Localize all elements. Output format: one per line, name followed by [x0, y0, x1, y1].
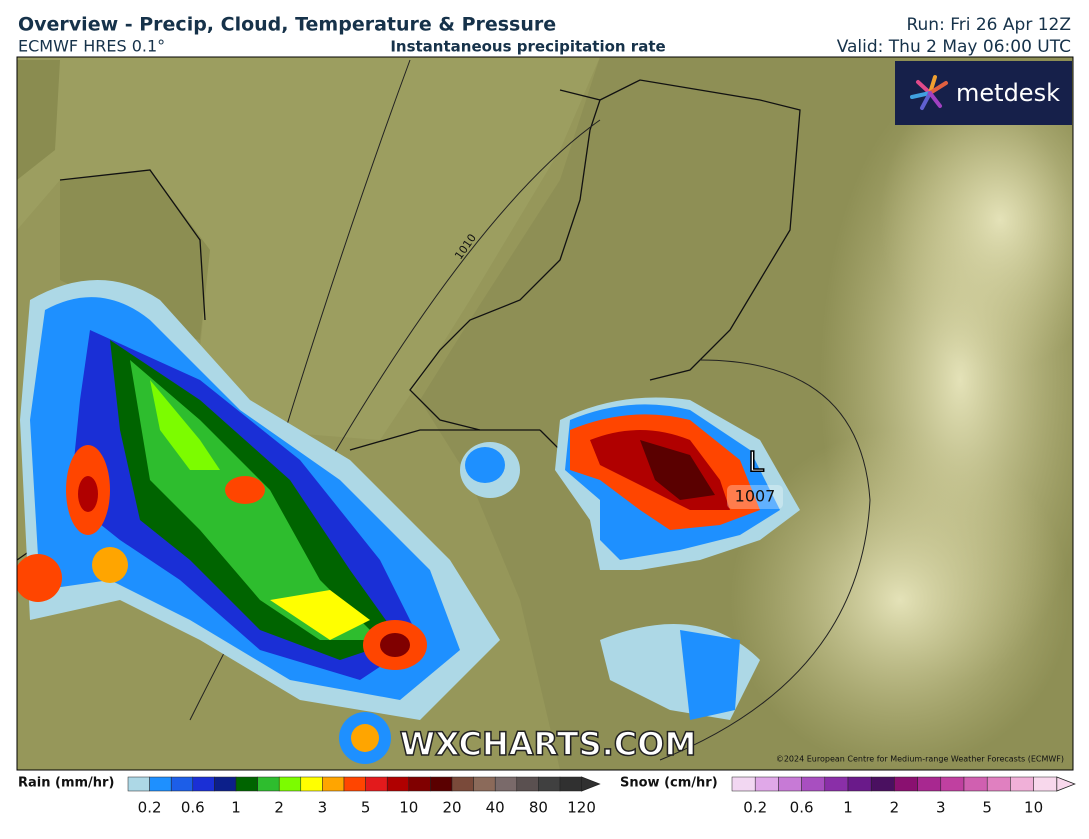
rain-tick-label: 0.6 — [181, 799, 205, 817]
watermark: WXCHARTS.COM — [400, 725, 697, 763]
snow-tick-label: 1 — [843, 799, 853, 817]
snow-swatch — [801, 776, 826, 792]
snow-tick-label: 0.2 — [743, 799, 767, 817]
rain-tick-label: 5 — [361, 799, 371, 817]
rain-swatch — [257, 776, 280, 792]
snow-swatch — [1033, 776, 1058, 792]
rain-swatch — [386, 776, 410, 792]
low-symbol: L — [748, 445, 764, 478]
rain-tick-label: 0.2 — [138, 799, 162, 817]
rain-swatch — [300, 776, 323, 792]
rain-tick-label: 10 — [399, 799, 418, 817]
snow-tick-label: 5 — [982, 799, 992, 817]
rain-swatch — [516, 776, 539, 792]
rain-tick-label: 40 — [486, 799, 505, 817]
map-frame — [16, 56, 1074, 771]
rain-swatch — [408, 776, 431, 792]
rain-swatch — [559, 776, 582, 792]
snow-swatch — [940, 776, 965, 792]
rain-swatch — [170, 776, 194, 792]
legends: 0.2 0.6 1 2 3 5 10 20 40 80 120 0.2 0.6 1 2 3 5 10 — [127, 776, 1076, 817]
rain-tick-label: 120 — [567, 799, 596, 817]
map — [17, 57, 1073, 770]
rain-swatch — [127, 776, 150, 792]
snow-swatch — [986, 776, 1011, 792]
title: Overview - Precip, Cloud, Temperature & … — [18, 14, 556, 36]
rain-tick-label: 20 — [442, 799, 461, 817]
snow-swatch — [963, 776, 988, 792]
rain-band-west — [17, 280, 520, 764]
rain-tick-label: 80 — [529, 799, 548, 817]
rain-swatch — [343, 776, 366, 792]
low-box — [727, 485, 783, 509]
brand-logo — [910, 75, 948, 110]
run: Run: Fri 26 Apr 12Z — [906, 15, 1071, 35]
brand: metdesk — [956, 79, 1060, 107]
rain-legend-title: Rain (mm/hr) — [18, 776, 114, 791]
rain-swatch — [451, 776, 474, 792]
rain-band-east — [555, 397, 800, 720]
rain-swatch — [235, 776, 258, 792]
snow-swatch — [731, 776, 756, 792]
snow-swatch — [754, 776, 779, 792]
rain-swatch — [365, 776, 388, 792]
snow-swatch — [847, 776, 872, 792]
model: ECMWF HRES 0.1° — [18, 37, 165, 56]
rain-tick-label: 1 — [231, 799, 241, 817]
low-pressure: 1007 — [735, 487, 776, 506]
rain-tick-label: 3 — [318, 799, 328, 817]
rain-swatch — [430, 776, 453, 792]
rain-swatch — [214, 776, 237, 792]
rain-swatch — [473, 776, 496, 792]
snow-tick-label: 2 — [890, 799, 900, 817]
snow-swatch — [824, 776, 849, 792]
snow-swatch — [778, 776, 802, 792]
rain-swatch — [538, 776, 561, 792]
rain-swatch — [278, 776, 302, 792]
rain-swatch — [322, 776, 345, 792]
snow-swatch — [894, 776, 918, 792]
snow-swatch — [917, 776, 942, 792]
snow-tick-label: 3 — [936, 799, 946, 817]
rain-tick-label: 2 — [274, 799, 284, 817]
rain-swatch — [192, 776, 215, 792]
valid: Valid: Thu 2 May 06:00 UTC — [837, 37, 1071, 57]
snow-swatch — [870, 776, 895, 792]
snow-tick-label: 0.6 — [790, 799, 814, 817]
snow-tick-label: 10 — [1024, 799, 1043, 817]
snow-legend-title: Snow (cm/hr) — [620, 776, 718, 791]
subtitle: Instantaneous precipitation rate — [390, 38, 665, 56]
snow-swatch — [1010, 776, 1034, 792]
copyright: ©2024 European Centre for Medium-range W… — [776, 755, 1064, 764]
rain-swatch — [149, 776, 172, 792]
rain-arrow — [581, 776, 601, 792]
rain-swatch — [494, 776, 518, 792]
snow-arrow — [1056, 776, 1076, 792]
